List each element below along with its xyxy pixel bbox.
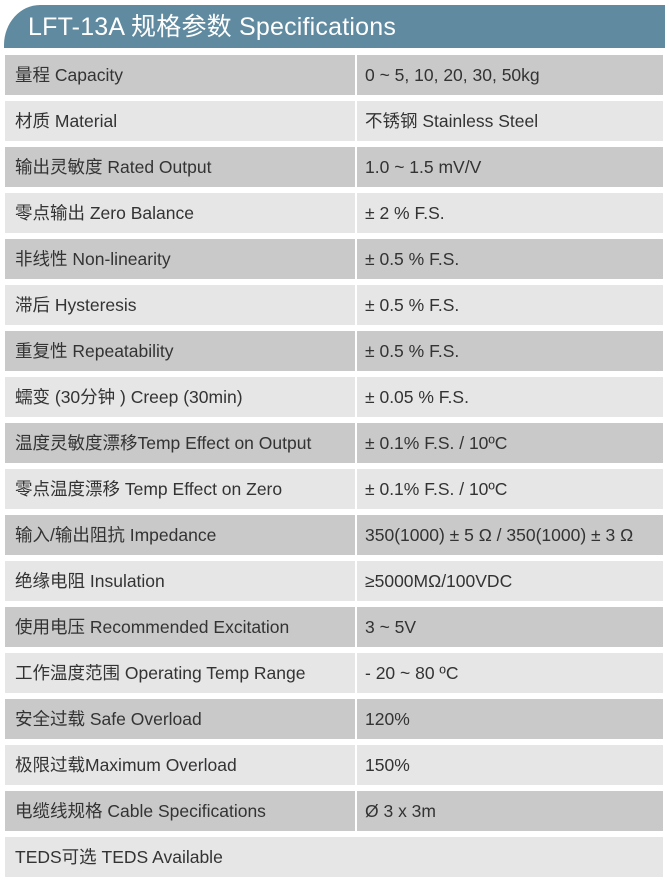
spec-label: 非线性 Non-linearity [5,239,355,279]
spec-value: ± 0.5 % F.S. [357,331,663,371]
spec-row: 绝缘电阻 Insulation ≥5000MΩ/100VDC [5,561,663,601]
spec-row: 零点输出 Zero Balance ± 2 % F.S. [5,193,663,233]
spec-row: 输入/输出阻抗 Impedance 350(1000) ± 5 Ω / 350(1… [5,515,663,555]
spec-row: 安全过载 Safe Overload 120% [5,699,663,739]
spec-value: - 20 ~ 80 ºC [357,653,663,693]
spec-label: 量程 Capacity [5,55,355,95]
spec-row: 滞后 Hysteresis ± 0.5 % F.S. [5,285,663,325]
spec-label: 零点输出 Zero Balance [5,193,355,233]
spec-row: TEDS可选 TEDS Available [5,837,663,877]
spec-row: 输出灵敏度 Rated Output 1.0 ~ 1.5 mV/V [5,147,663,187]
spec-label: 极限过载Maximum Overload [5,745,355,785]
spec-label: 材质 Material [5,101,355,141]
spec-row: 量程 Capacity 0 ~ 5, 10, 20, 30, 50kg [5,55,663,95]
spec-label: TEDS可选 TEDS Available [5,837,663,877]
spec-title: LFT-13A 规格参数 Specifications [4,5,665,48]
spec-row: 使用电压 Recommended Excitation 3 ~ 5V [5,607,663,647]
spec-value: 350(1000) ± 5 Ω / 350(1000) ± 3 Ω [357,515,663,555]
spec-value: ± 0.5 % F.S. [357,285,663,325]
spec-value: ≥5000MΩ/100VDC [357,561,663,601]
spec-row: 电缆线规格 Cable Specifications Ø 3 x 3m [5,791,663,831]
spec-value: 120% [357,699,663,739]
spec-label: 滞后 Hysteresis [5,285,355,325]
spec-row: 温度灵敏度漂移Temp Effect on Output ± 0.1% F.S. … [5,423,663,463]
spec-row: 蠕变 (30分钟 ) Creep (30min) ± 0.05 % F.S. [5,377,663,417]
spec-label: 零点温度漂移 Temp Effect on Zero [5,469,355,509]
spec-row: 材质 Material 不锈钢 Stainless Steel [5,101,663,141]
spec-row: 极限过载Maximum Overload 150% [5,745,663,785]
spec-row: 非线性 Non-linearity ± 0.5 % F.S. [5,239,663,279]
spec-label: 使用电压 Recommended Excitation [5,607,355,647]
spec-value: 不锈钢 Stainless Steel [357,101,663,141]
spec-value: 150% [357,745,663,785]
spec-label: 输出灵敏度 Rated Output [5,147,355,187]
spec-value: ± 2 % F.S. [357,193,663,233]
spec-row: 零点温度漂移 Temp Effect on Zero ± 0.1% F.S. / … [5,469,663,509]
spec-label: 工作温度范围 Operating Temp Range [5,653,355,693]
spec-table: 量程 Capacity 0 ~ 5, 10, 20, 30, 50kg 材质 Mat… [5,55,663,883]
spec-label: 绝缘电阻 Insulation [5,561,355,601]
spec-value: Ø 3 x 3m [357,791,663,831]
spec-label: 安全过载 Safe Overload [5,699,355,739]
spec-value: ± 0.5 % F.S. [357,239,663,279]
spec-label: 重复性 Repeatability [5,331,355,371]
spec-value: ± 0.1% F.S. / 10ºC [357,469,663,509]
spec-row: 重复性 Repeatability ± 0.5 % F.S. [5,331,663,371]
spec-value: ± 0.05 % F.S. [357,377,663,417]
spec-label: 电缆线规格 Cable Specifications [5,791,355,831]
spec-value: 3 ~ 5V [357,607,663,647]
spec-value: 1.0 ~ 1.5 mV/V [357,147,663,187]
spec-label: 输入/输出阻抗 Impedance [5,515,355,555]
spec-value: 0 ~ 5, 10, 20, 30, 50kg [357,55,663,95]
spec-label: 蠕变 (30分钟 ) Creep (30min) [5,377,355,417]
spec-value: ± 0.1% F.S. / 10ºC [357,423,663,463]
spec-row: 工作温度范围 Operating Temp Range - 20 ~ 80 ºC [5,653,663,693]
spec-label: 温度灵敏度漂移Temp Effect on Output [5,423,355,463]
